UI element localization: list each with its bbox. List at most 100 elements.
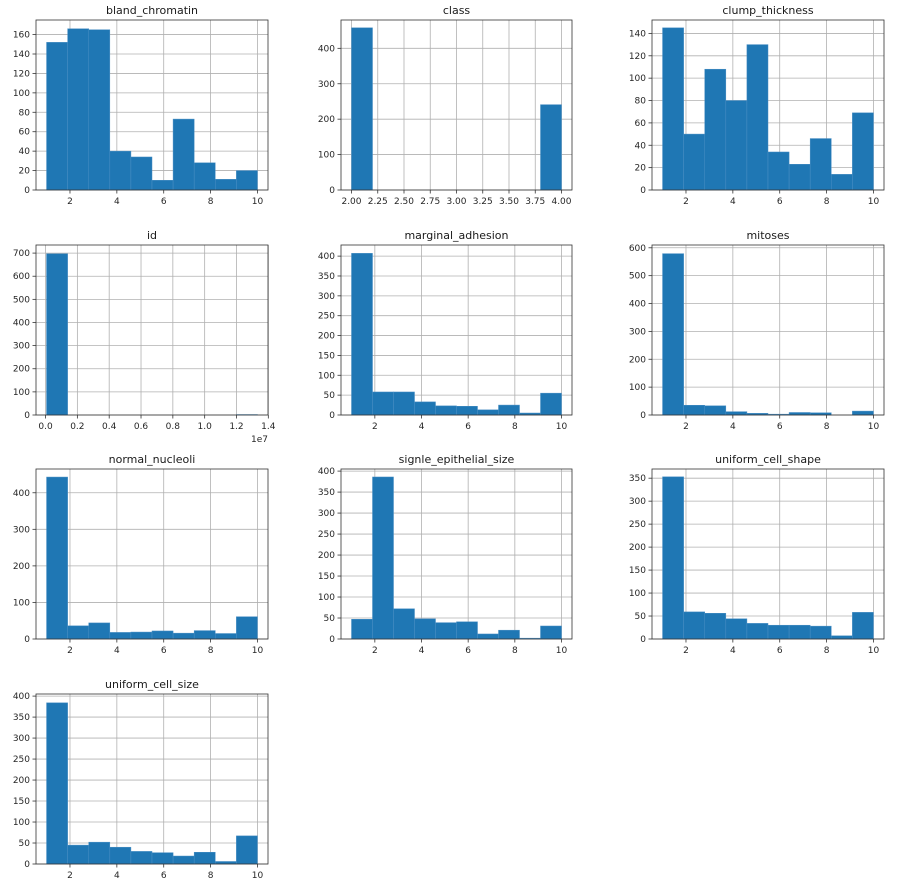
histogram-bar (809, 625, 832, 640)
y-tick-label: 350 (318, 272, 335, 282)
y-tick-label: 140 (629, 29, 646, 39)
histogram-bar (435, 622, 457, 640)
histogram-uniform-cell-shape: 2 4 6 8 10050100150200250300350uniform_cell_… (629, 453, 885, 656)
chart-title: marginal_adhesion (404, 229, 508, 242)
x-tick-label: 3.50 (499, 197, 519, 207)
x-tick-label: 1.2 (229, 422, 243, 432)
x-tick-label: 10 (556, 646, 568, 656)
histogram-bar (109, 632, 132, 640)
x-tick-label: 6 (777, 422, 783, 432)
histogram-bar (193, 630, 216, 640)
y-tick-label: 150 (318, 572, 335, 582)
x-tick-label: 4 (114, 197, 120, 207)
histogram-bar (683, 133, 705, 191)
y-tick-label: 200 (13, 562, 30, 572)
x-tick-label: 4.00 (551, 197, 571, 207)
x-tick-label: 1.4 (261, 422, 276, 432)
y-tick-label: 50 (324, 391, 336, 401)
y-tick-label: 60 (635, 119, 647, 129)
x-tick-label: 10 (252, 646, 264, 656)
y-tick-label: 300 (13, 342, 30, 352)
x-tick-label: 0.2 (70, 422, 84, 432)
axes-frame (340, 468, 573, 640)
y-tick-label: 200 (318, 115, 335, 125)
x-tick-label: 8 (824, 422, 830, 432)
x-tick-label: 0.6 (134, 422, 149, 432)
y-tick-label: 250 (318, 530, 335, 540)
x-tick-label: 8 (512, 646, 518, 656)
y-tick-label: 80 (635, 97, 647, 107)
y-tick-label: 0 (24, 186, 30, 196)
x-tick-label: 10 (868, 422, 880, 432)
axes-frame (651, 19, 885, 191)
histogram-bar (151, 180, 174, 191)
histogram-bar (456, 621, 478, 640)
y-tick-label: 400 (13, 489, 30, 499)
x-tick-label: 6 (777, 197, 783, 207)
histogram-bar (662, 253, 684, 416)
y-tick-label: 0 (329, 635, 335, 645)
y-tick-label: 300 (629, 497, 646, 507)
histogram-bar (372, 391, 394, 416)
y-tick-label: 200 (13, 776, 30, 786)
y-tick-label: 50 (324, 614, 336, 624)
histogram-bar (704, 613, 727, 640)
y-tick-label: 100 (13, 818, 30, 828)
histogram-bar (540, 392, 562, 416)
x-tick-label: 8 (208, 646, 214, 656)
y-tick-label: 0 (24, 635, 30, 645)
histogram-bar (498, 629, 520, 640)
x-tick-label: 2 (372, 422, 378, 432)
histogram-bar (151, 630, 174, 640)
y-tick-label: 0 (329, 411, 335, 421)
histogram-bar (393, 608, 415, 640)
y-tick-label: 120 (13, 69, 30, 79)
histogram-bar (109, 150, 132, 191)
histogram-bar (236, 616, 258, 640)
y-tick-label: 200 (13, 365, 30, 375)
histogram-bar (540, 625, 562, 640)
histogram-bar (67, 625, 89, 640)
histogram-bland-chromatin: 2 4 6 8 10020406080100120140160bland_chromat… (13, 4, 269, 207)
histogram-bar (662, 476, 684, 640)
chart-title: uniform_cell_shape (715, 453, 821, 466)
histogram-bar (172, 855, 195, 865)
histogram-bar (88, 841, 111, 865)
histogram-bar (498, 404, 520, 416)
y-tick-label: 50 (19, 839, 31, 849)
x-tick-label: 2 (683, 197, 689, 207)
y-tick-label: 500 (629, 272, 646, 282)
x-tick-label: 4 (419, 646, 425, 656)
histogram-bar (725, 618, 748, 640)
x-tick-label: 3.75 (525, 197, 545, 207)
y-tick-label: 120 (629, 52, 646, 62)
axes-frame (340, 244, 573, 416)
x-tick-label: 0.8 (166, 422, 181, 432)
x-tick-label: 4 (114, 871, 120, 881)
x-tick-label: 6 (161, 197, 167, 207)
histogram-bar (456, 406, 478, 416)
histogram-bar (351, 27, 373, 191)
histogram-uniform-cell-size: 2 4 6 8 10050100150200250300350400uniform_ce… (13, 678, 269, 881)
y-tick-label: 400 (318, 252, 335, 262)
x-tick-label: 8 (208, 197, 214, 207)
y-tick-label: 250 (318, 312, 335, 322)
y-tick-label: 400 (13, 318, 30, 328)
histogram-bar (852, 612, 874, 640)
y-tick-label: 100 (13, 388, 30, 398)
histogram-signle-epithelial-size: 2 4 6 8 10050100150200250300350400signle_epi… (318, 453, 573, 656)
y-tick-label: 700 (13, 249, 30, 259)
chart-title: id (147, 229, 157, 242)
histogram-bar (193, 162, 216, 191)
y-tick-label: 40 (635, 141, 647, 151)
x-tick-label: 10 (252, 871, 264, 881)
x-tick-label: 6 (465, 646, 471, 656)
x-axis-offset-label: 1e7 (251, 435, 268, 445)
histogram-bar (236, 170, 258, 191)
x-tick-label: 2.50 (394, 197, 414, 207)
y-tick-label: 0 (640, 186, 646, 196)
histogram-bar (662, 27, 684, 191)
y-tick-label: 0 (24, 411, 30, 421)
